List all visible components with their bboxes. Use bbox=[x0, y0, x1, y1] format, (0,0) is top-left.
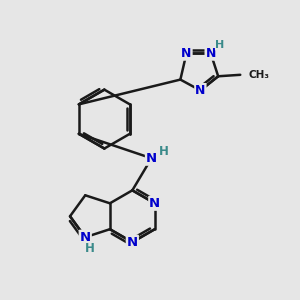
Text: H: H bbox=[215, 40, 225, 50]
Text: N: N bbox=[149, 197, 160, 210]
Text: N: N bbox=[206, 47, 216, 60]
Text: N: N bbox=[181, 47, 192, 60]
Text: H: H bbox=[159, 145, 169, 158]
Text: N: N bbox=[195, 84, 206, 97]
Text: N: N bbox=[127, 236, 138, 249]
Text: N: N bbox=[146, 152, 157, 165]
Text: CH₃: CH₃ bbox=[248, 70, 269, 80]
Text: N: N bbox=[80, 231, 91, 244]
Text: H: H bbox=[85, 242, 94, 255]
